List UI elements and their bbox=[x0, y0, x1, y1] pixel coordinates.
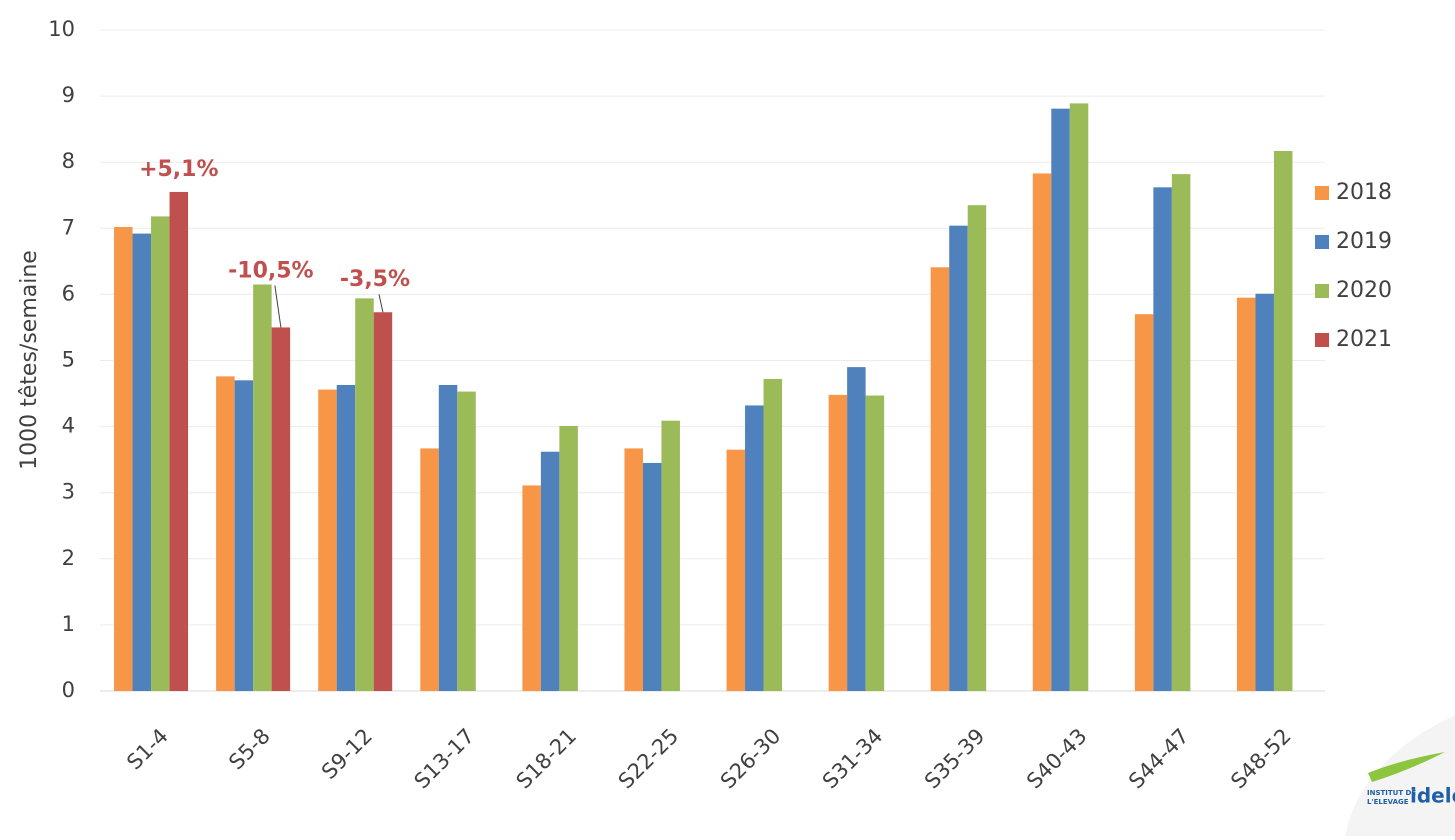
annotation: -10,5% bbox=[228, 258, 313, 283]
logo-swoosh bbox=[1368, 752, 1445, 782]
bar bbox=[271, 327, 291, 691]
bar bbox=[1273, 150, 1293, 691]
y-tick-label: 5 bbox=[62, 348, 75, 372]
bar bbox=[1171, 174, 1191, 691]
bar bbox=[930, 267, 950, 691]
bar bbox=[642, 462, 662, 691]
bar bbox=[522, 485, 541, 691]
bar bbox=[438, 384, 458, 691]
y-tick-label: 10 bbox=[48, 17, 75, 41]
x-tick-label: S13-17 bbox=[410, 724, 480, 794]
bar bbox=[169, 191, 189, 691]
logo-background bbox=[1345, 715, 1455, 836]
bar bbox=[457, 391, 476, 691]
x-tick-label: S48-52 bbox=[1226, 724, 1296, 794]
logo-text: L'ELEVAGE bbox=[1367, 798, 1409, 806]
y-tick-label: 3 bbox=[62, 480, 75, 504]
y-tick-label: 7 bbox=[62, 215, 75, 239]
bar bbox=[1134, 314, 1154, 691]
x-tick-label: S40-43 bbox=[1022, 724, 1092, 794]
bar bbox=[318, 389, 337, 691]
annotation: -3,5% bbox=[340, 267, 410, 292]
y-tick-label: 0 bbox=[62, 678, 75, 702]
bar bbox=[216, 376, 235, 691]
bar bbox=[373, 312, 393, 691]
annotation: +5,1% bbox=[139, 157, 218, 182]
x-tick-label: S9-12 bbox=[317, 724, 377, 784]
bar bbox=[420, 448, 439, 691]
bar bbox=[726, 449, 746, 691]
y-tick-label: 2 bbox=[62, 546, 75, 570]
x-tick-label: S26-30 bbox=[716, 724, 786, 794]
logo-brand: idele bbox=[1410, 784, 1455, 808]
bar bbox=[336, 384, 356, 691]
bar bbox=[1051, 108, 1070, 691]
bar bbox=[949, 225, 968, 691]
x-tick-label: S18-21 bbox=[512, 724, 582, 794]
bar bbox=[828, 394, 848, 691]
legend-label: 2019 bbox=[1336, 229, 1392, 254]
bar bbox=[1069, 103, 1089, 692]
bar bbox=[234, 380, 254, 691]
y-tick-label: 6 bbox=[62, 281, 75, 305]
legend-swatch bbox=[1315, 235, 1329, 249]
legend-swatch bbox=[1315, 333, 1329, 347]
bar bbox=[540, 451, 560, 691]
bar bbox=[355, 298, 374, 691]
bar bbox=[847, 367, 866, 691]
y-axis-label: 1000 têtes/semaine bbox=[17, 250, 42, 470]
bar bbox=[763, 379, 783, 691]
bar bbox=[1153, 187, 1172, 691]
legend-label: 2021 bbox=[1336, 327, 1392, 352]
y-tick-label: 9 bbox=[62, 83, 75, 107]
x-tick-label: S31-34 bbox=[818, 724, 888, 794]
legend-label: 2018 bbox=[1336, 180, 1392, 205]
y-tick-label: 4 bbox=[62, 414, 75, 438]
y-tick-label: 1 bbox=[62, 612, 75, 636]
bar bbox=[1236, 297, 1256, 691]
bar bbox=[132, 233, 152, 691]
bar bbox=[1032, 173, 1052, 691]
x-tick-label: S22-25 bbox=[614, 724, 684, 794]
bar bbox=[967, 205, 987, 692]
logo-text: INSTITUT DE bbox=[1367, 789, 1416, 797]
legend-label: 2020 bbox=[1336, 278, 1392, 303]
annotation-leader bbox=[378, 294, 384, 313]
bar bbox=[865, 395, 885, 691]
y-tick-label: 8 bbox=[62, 149, 75, 173]
legend-swatch bbox=[1315, 284, 1329, 298]
x-tick-label: S35-39 bbox=[920, 724, 990, 794]
bar bbox=[1255, 293, 1274, 691]
bar bbox=[151, 216, 170, 692]
legend-swatch bbox=[1315, 186, 1329, 200]
x-tick-label: S1-4 bbox=[122, 724, 173, 775]
annotation-leader bbox=[274, 285, 282, 328]
logo: INSTITUT DE L'ELEVAGE idele bbox=[1345, 715, 1455, 836]
bar bbox=[559, 425, 578, 691]
bar bbox=[624, 448, 643, 691]
x-tick-label: S44-47 bbox=[1124, 724, 1194, 794]
bar bbox=[253, 284, 272, 691]
bar bbox=[661, 420, 680, 691]
bar bbox=[114, 226, 133, 691]
x-tick-label: S5-8 bbox=[224, 724, 275, 775]
bar bbox=[745, 405, 764, 691]
